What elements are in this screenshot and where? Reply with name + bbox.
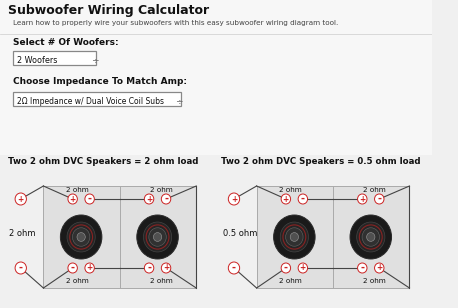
Text: -: - [87, 194, 92, 204]
Circle shape [375, 194, 384, 204]
FancyBboxPatch shape [13, 92, 181, 106]
Text: -: - [71, 263, 75, 273]
Circle shape [68, 194, 77, 204]
Circle shape [77, 233, 85, 241]
Text: 2 ohm: 2 ohm [363, 278, 386, 284]
Text: -: - [360, 263, 364, 273]
Text: Two 2 ohm DVC Speakers = 0.5 ohm load: Two 2 ohm DVC Speakers = 0.5 ohm load [221, 157, 420, 166]
Text: Two 2 ohm DVC Speakers = 2 ohm load: Two 2 ohm DVC Speakers = 2 ohm load [7, 157, 198, 166]
Circle shape [85, 263, 94, 273]
Circle shape [358, 263, 367, 273]
Text: ÷: ÷ [175, 97, 183, 106]
Circle shape [68, 263, 77, 273]
Text: -: - [232, 263, 236, 273]
Circle shape [358, 194, 367, 204]
Text: 2 ohm: 2 ohm [150, 278, 173, 284]
Circle shape [229, 193, 240, 205]
Circle shape [161, 194, 171, 204]
Text: +: + [17, 194, 24, 204]
Circle shape [357, 222, 385, 252]
Circle shape [281, 263, 290, 273]
Circle shape [85, 194, 94, 204]
Circle shape [286, 228, 303, 246]
Text: Choose Impedance To Match Amp:: Choose Impedance To Match Amp: [13, 77, 187, 86]
Text: 2 ohm: 2 ohm [66, 278, 89, 284]
Circle shape [67, 222, 95, 252]
Text: +: + [283, 194, 289, 204]
Circle shape [298, 194, 308, 204]
Circle shape [375, 263, 384, 273]
Bar [0, 0, 432, 155]
Text: Subwoofer Wiring Calculator: Subwoofer Wiring Calculator [7, 4, 209, 17]
Text: 2 ohm: 2 ohm [279, 278, 302, 284]
Text: ÷: ÷ [91, 56, 98, 65]
Text: -: - [19, 263, 23, 273]
Circle shape [153, 233, 162, 241]
Bar [256, 186, 409, 288]
Circle shape [143, 222, 172, 252]
Text: -: - [377, 194, 381, 204]
Text: -: - [284, 263, 288, 273]
Circle shape [137, 215, 178, 259]
Circle shape [161, 263, 171, 273]
Text: +: + [146, 194, 152, 204]
Text: -: - [301, 194, 305, 204]
Circle shape [273, 215, 315, 259]
Circle shape [362, 228, 380, 246]
Text: Learn how to properly wire your subwoofers with this easy subwoofer wiring diagr: Learn how to properly wire your subwoofe… [13, 20, 338, 26]
Circle shape [229, 262, 240, 274]
FancyBboxPatch shape [13, 51, 96, 65]
Text: +: + [70, 194, 76, 204]
Text: 2 ohm: 2 ohm [279, 187, 302, 193]
Circle shape [350, 215, 392, 259]
Circle shape [280, 222, 309, 252]
Text: 2 ohm: 2 ohm [66, 187, 89, 193]
Circle shape [149, 228, 166, 246]
Text: +: + [300, 264, 306, 273]
Text: 0.5 ohm: 0.5 ohm [223, 229, 257, 237]
Circle shape [144, 263, 154, 273]
Circle shape [290, 233, 299, 241]
Circle shape [15, 193, 27, 205]
Text: 2Ω Impedance w/ Dual Voice Coil Subs: 2Ω Impedance w/ Dual Voice Coil Subs [17, 97, 164, 106]
Circle shape [298, 263, 308, 273]
Circle shape [366, 233, 375, 241]
Text: +: + [359, 194, 365, 204]
Circle shape [15, 262, 27, 274]
Text: 2 ohm: 2 ohm [150, 187, 173, 193]
Text: -: - [164, 194, 168, 204]
Text: Select # Of Woofers:: Select # Of Woofers: [13, 38, 119, 47]
Text: -: - [147, 263, 151, 273]
Text: 2 ohm: 2 ohm [363, 187, 386, 193]
Circle shape [144, 194, 154, 204]
Circle shape [281, 194, 290, 204]
Bar [44, 186, 196, 288]
Circle shape [72, 228, 90, 246]
Text: +: + [87, 264, 93, 273]
Text: 2 ohm: 2 ohm [10, 229, 36, 237]
Text: +: + [231, 194, 237, 204]
Circle shape [60, 215, 102, 259]
Text: +: + [163, 264, 169, 273]
Text: +: + [376, 264, 382, 273]
Text: 2 Woofers: 2 Woofers [17, 56, 57, 65]
